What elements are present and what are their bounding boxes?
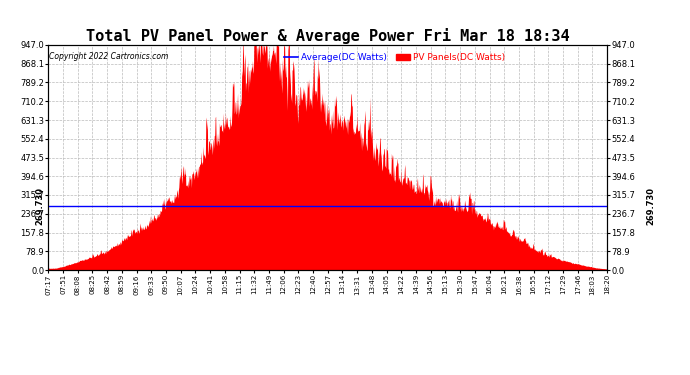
Title: Total PV Panel Power & Average Power Fri Mar 18 18:34: Total PV Panel Power & Average Power Fri… bbox=[86, 28, 569, 44]
Text: 269.730: 269.730 bbox=[35, 187, 44, 225]
Text: Copyright 2022 Cartronics.com: Copyright 2022 Cartronics.com bbox=[50, 52, 169, 61]
Legend: Average(DC Watts), PV Panels(DC Watts): Average(DC Watts), PV Panels(DC Watts) bbox=[281, 50, 509, 66]
Text: 269.730: 269.730 bbox=[646, 187, 655, 225]
